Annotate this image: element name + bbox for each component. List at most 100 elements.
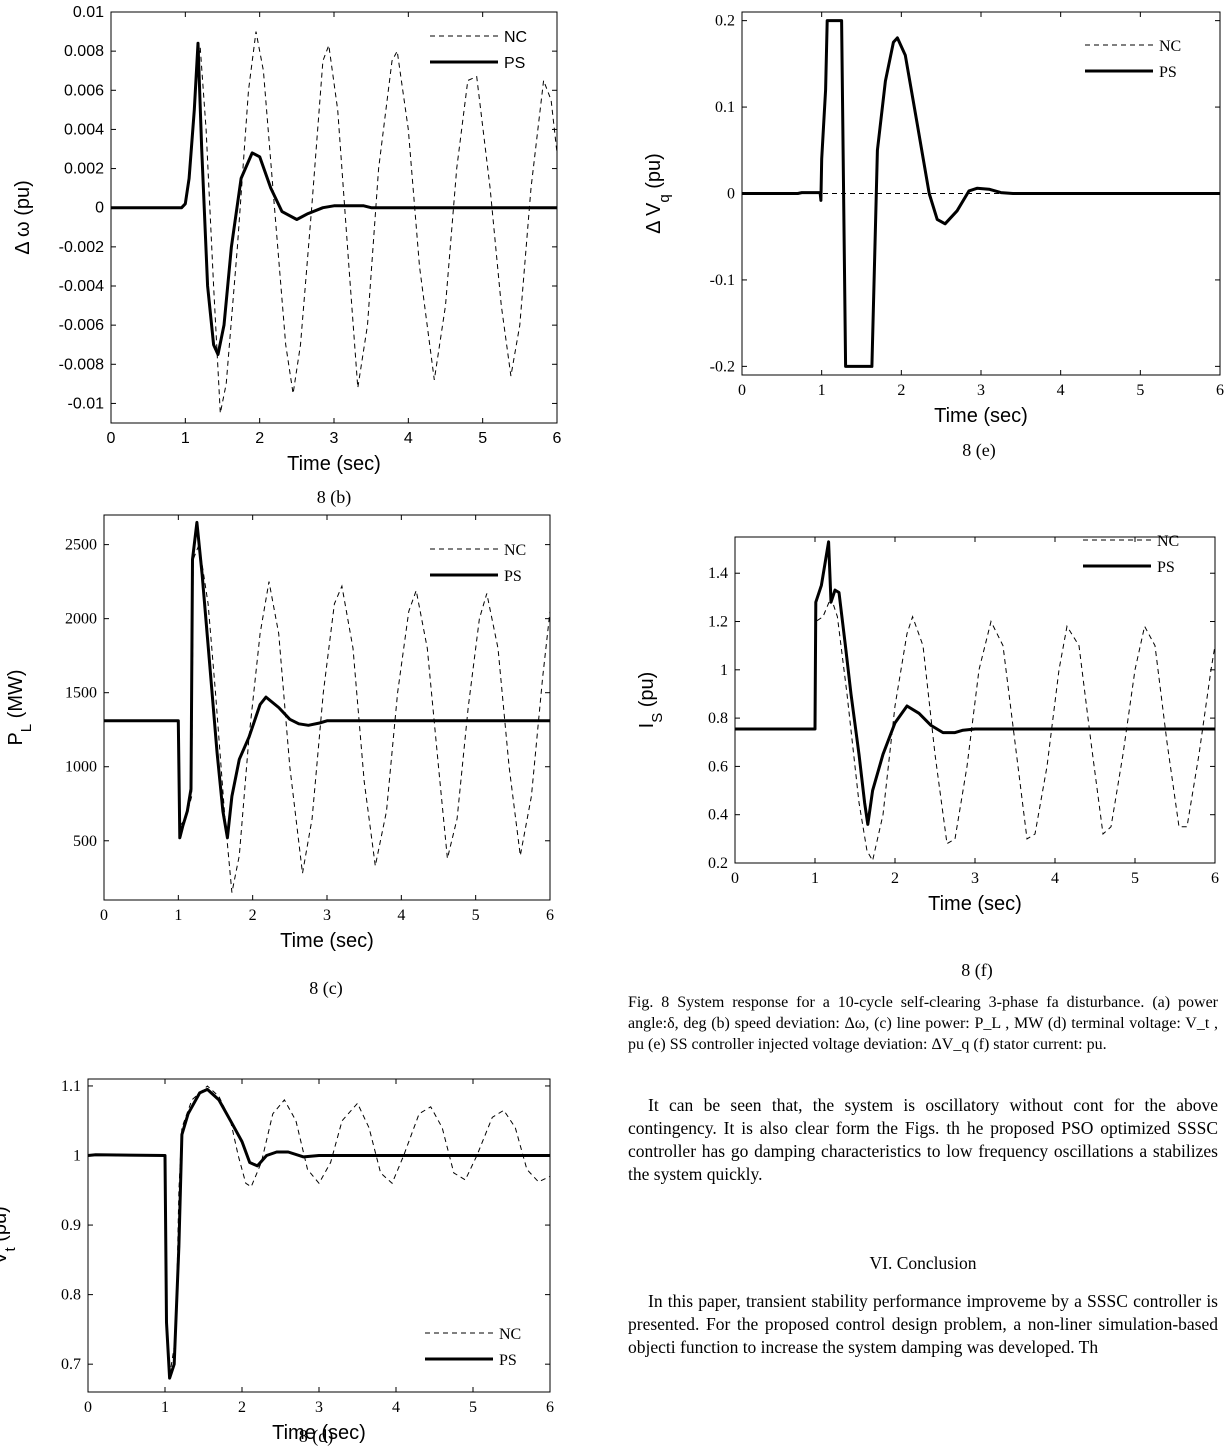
y-tick-label: 2000 [65, 611, 97, 628]
legend-label-nc: NC [499, 1326, 521, 1343]
y-tick-label: 0.1 [715, 99, 735, 116]
y-tick-label: -0.006 [59, 317, 104, 334]
x-tick-label: 0 [731, 870, 739, 887]
x-tick-label: 0 [107, 430, 116, 447]
y-axis-label: IS (pu) [636, 672, 666, 729]
y-tick-label: 1 [720, 662, 728, 679]
x-tick-label: 4 [404, 430, 413, 447]
x-tick-label: 6 [546, 907, 554, 924]
y-tick-label: 2500 [65, 537, 97, 554]
x-tick-label: 0 [84, 1399, 92, 1416]
x-tick-label: 3 [971, 870, 979, 887]
y-axis-label: Δ Vq (pu) [643, 153, 673, 234]
x-tick-label: 2 [891, 870, 899, 887]
series-line-ps [742, 19, 1220, 368]
y-tick-label: 1500 [65, 685, 97, 702]
chart-line-power: 0 1 2 3 4 5 6 500 1000 1500 2000 2500 Time (sec) PL (… [5, 514, 554, 952]
paragraph-results: It can be seen that, the system is oscil… [628, 1095, 1218, 1184]
y-tick-label: 1 [73, 1148, 81, 1165]
caption-8b: 8 (b) [316, 487, 352, 507]
x-tick-label: 1 [161, 1399, 169, 1416]
x-axis-label: Time (sec) [272, 1422, 366, 1444]
y-tick-label: 500 [73, 833, 97, 850]
legend-label-ps: PS [504, 55, 525, 72]
legend-label-nc: NC [504, 29, 527, 46]
y-tick-label: -0.01 [68, 395, 105, 412]
y-tick-label: 1000 [65, 759, 97, 776]
legend-label-nc: NC [504, 542, 526, 559]
figure-caption: Fig. 8 System response for a 10-cycle se… [628, 994, 1218, 1053]
y-tick-label: 0.008 [64, 43, 104, 60]
y-tick-label: 0.8 [708, 710, 728, 727]
y-tick-label: 0.9 [61, 1217, 81, 1234]
y-tick-label: -0.004 [59, 278, 104, 295]
y-tick-label: 1.2 [708, 614, 728, 631]
legend-label-nc: NC [1159, 38, 1181, 55]
x-tick-label: 4 [392, 1399, 400, 1416]
legend-label-ps: PS [499, 1352, 517, 1369]
x-tick-label: 4 [1051, 870, 1059, 887]
x-tick-label: 2 [255, 430, 264, 447]
legend-label-ps: PS [1157, 559, 1175, 576]
y-tick-label: 0.004 [64, 121, 104, 138]
series-line-nc [111, 31, 557, 414]
y-tick-label: 0.2 [708, 855, 728, 872]
x-tick-label: 5 [1131, 870, 1139, 887]
series-line-nc [735, 595, 1215, 862]
x-tick-label: 3 [315, 1399, 323, 1416]
y-tick-label: -0.002 [59, 239, 104, 256]
y-axis-label: PL (MW) [5, 669, 35, 745]
y-tick-label: 0.002 [64, 161, 104, 178]
x-tick-label: 1 [811, 870, 819, 887]
x-axis-label: Time (sec) [928, 893, 1022, 915]
series-line-ps [111, 41, 557, 356]
chart-terminal-voltage: 0 1 2 3 4 5 6 0.7 0.8 0.9 1 1.1 Time (sec) Vt (pu) NC P… [0, 1078, 554, 1444]
y-tick-label: 0.4 [708, 807, 728, 824]
x-tick-label: 0 [738, 382, 746, 399]
x-tick-label: 6 [1211, 870, 1219, 887]
x-tick-label: 5 [472, 907, 480, 924]
y-tick-label: 0.8 [61, 1287, 81, 1304]
legend-label-nc: NC [1157, 533, 1179, 550]
y-tick-label: -0.008 [59, 356, 104, 373]
x-tick-label: 4 [397, 907, 405, 924]
series-line-ps [735, 540, 1215, 826]
y-tick-label: 0.2 [715, 13, 735, 30]
y-tick-label: 0 [95, 200, 104, 217]
legend-label-ps: PS [504, 568, 522, 585]
y-tick-label: -0.1 [710, 272, 735, 289]
x-tick-label: 0 [100, 907, 108, 924]
x-tick-label: 6 [1216, 382, 1224, 399]
series-line-nc [88, 1085, 550, 1372]
series-line-ps [88, 1087, 550, 1380]
x-tick-label: 5 [478, 430, 487, 447]
x-axis-label: Time (sec) [287, 453, 381, 475]
x-tick-label: 3 [330, 430, 339, 447]
x-tick-label: 5 [1136, 382, 1144, 399]
y-tick-label: 0.7 [61, 1356, 81, 1373]
x-tick-label: 2 [249, 907, 257, 924]
section-heading: VI. Conclusion [869, 1253, 977, 1273]
x-tick-label: 3 [323, 907, 331, 924]
paragraph-conclusion: In this paper, transient stability perfo… [628, 1291, 1218, 1357]
x-tick-label: 2 [238, 1399, 246, 1416]
plot-frame [87, 1078, 551, 1393]
y-axis-label: Vt (pu) [0, 1206, 19, 1265]
chart-stator-current: 0 1 2 3 4 5 6 0.2 0.4 0.6 0.8 1 1.2 1.4 Time (sec) IS (… [636, 533, 1219, 915]
y-tick-label: -0.2 [710, 358, 735, 375]
y-tick-label: 0.6 [708, 758, 728, 775]
x-tick-label: 1 [174, 907, 182, 924]
x-axis-label: Time (sec) [280, 930, 374, 952]
x-axis-label: Time (sec) [934, 405, 1028, 427]
x-tick-label: 5 [469, 1399, 477, 1416]
x-tick-label: 6 [546, 1399, 554, 1416]
plot-frame [734, 536, 1216, 864]
x-tick-label: 3 [977, 382, 985, 399]
y-tick-label: 1.4 [708, 565, 728, 582]
chart-speed-deviation: 0 1 2 3 4 5 6 0.01 0.008 0.006 0.004 0.002 0 -0.002 -0… [12, 4, 562, 475]
legend-label-ps: PS [1159, 64, 1177, 81]
y-axis-label: Δ ω (pu) [12, 180, 34, 255]
y-tick-label: 0.01 [73, 4, 104, 21]
y-tick-label: 0.006 [64, 82, 104, 99]
caption-8d: 8 (d) [298, 1426, 334, 1446]
